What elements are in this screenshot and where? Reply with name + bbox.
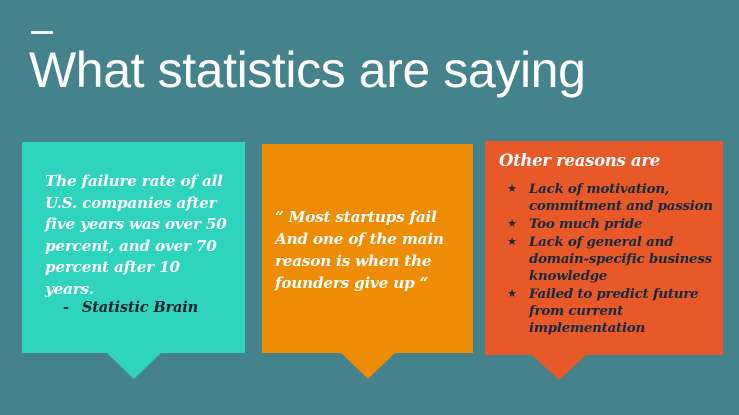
list-item: ★ Failed to predict future from current i… — [495, 286, 719, 337]
star-icon: ★ — [507, 218, 517, 230]
statistic-quote-text: The failure rate of all U.S. companies a… — [45, 172, 227, 298]
title-dash-decoration — [31, 31, 53, 34]
statistic-card-body: The failure rate of all U.S. companies a… — [22, 142, 245, 353]
list-item-label: Failed to predict future from current im… — [529, 286, 699, 336]
star-icon: ★ — [507, 288, 517, 300]
statistic-card: The failure rate of all U.S. companies a… — [22, 142, 245, 379]
quote-card-tail — [340, 353, 395, 379]
star-icon: ★ — [507, 236, 517, 248]
reasons-heading: Other reasons are — [499, 151, 660, 170]
statistic-attribution: - Statistic Brain — [63, 299, 243, 316]
reasons-card-tail — [531, 355, 586, 380]
reasons-list: ★ Lack of motivation, commitment and pass… — [495, 181, 719, 338]
list-item-label: Too much pride — [529, 216, 643, 232]
star-icon: ★ — [507, 183, 517, 195]
quote-card: “ Most startups fail And one of the main… — [262, 144, 473, 379]
list-item-label: Lack of general and domain-specific busi… — [529, 234, 712, 284]
list-item: ★ Lack of general and domain-specific bus… — [495, 234, 719, 285]
reasons-card-body: Other reasons are ★ Lack of motivation, c… — [485, 141, 723, 355]
list-item: ★ Lack of motivation, commitment and pass… — [495, 181, 719, 215]
quote-card-body: “ Most startups fail And one of the main… — [262, 144, 473, 353]
quote-card-text: “ Most startups fail And one of the main… — [275, 208, 444, 293]
list-item-label: Lack of motivation, commitment and passi… — [529, 181, 713, 214]
list-item: ★ Too much pride — [495, 216, 719, 233]
attribution-dash: - — [63, 299, 69, 316]
attribution-source: Statistic Brain — [81, 299, 198, 316]
reasons-card: Other reasons are ★ Lack of motivation, c… — [485, 141, 723, 380]
statistic-card-tail — [106, 353, 161, 379]
page-title: What statistics are saying — [29, 42, 586, 98]
